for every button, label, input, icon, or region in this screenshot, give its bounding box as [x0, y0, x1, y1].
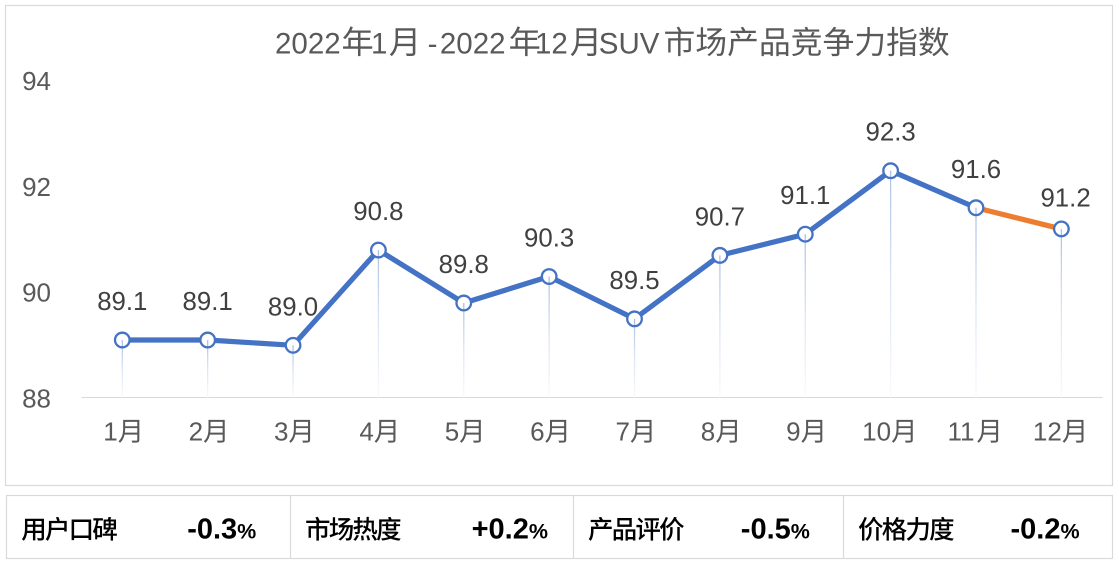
- svg-text:5: 5: [445, 417, 459, 447]
- svg-text:%: %: [237, 520, 256, 544]
- svg-text:-0.5: -0.5: [741, 514, 791, 546]
- svg-text:92.3: 92.3: [866, 119, 916, 147]
- svg-text:10: 10: [862, 417, 891, 447]
- svg-text:94: 94: [22, 66, 51, 96]
- svg-text:12: 12: [1033, 417, 1062, 447]
- svg-text:7: 7: [615, 417, 629, 447]
- svg-text:90.8: 90.8: [353, 198, 403, 226]
- svg-text:+0.2: +0.2: [472, 514, 529, 546]
- svg-text:90.7: 90.7: [695, 203, 745, 231]
- svg-text:89.8: 89.8: [439, 251, 489, 279]
- svg-text:91.2: 91.2: [1040, 185, 1090, 213]
- svg-text:8: 8: [701, 417, 715, 447]
- svg-text:-: -: [428, 28, 438, 61]
- svg-text:89.1: 89.1: [183, 288, 233, 316]
- svg-text:88: 88: [22, 384, 51, 414]
- svg-text:%: %: [1060, 520, 1079, 544]
- svg-text:92: 92: [22, 172, 51, 202]
- svg-text:91.1: 91.1: [780, 182, 830, 210]
- svg-text:%: %: [529, 520, 548, 544]
- svg-text:89.5: 89.5: [609, 267, 659, 295]
- svg-text:4: 4: [359, 417, 373, 447]
- svg-text:12: 12: [535, 28, 568, 61]
- svg-text:-0.2: -0.2: [1011, 514, 1061, 546]
- svg-text:2: 2: [189, 417, 203, 447]
- svg-text:-0.3: -0.3: [187, 514, 237, 546]
- svg-text:%: %: [791, 520, 810, 544]
- svg-text:90: 90: [22, 278, 51, 308]
- svg-text:2022: 2022: [275, 28, 341, 61]
- svg-text:SUV: SUV: [599, 28, 660, 61]
- svg-text:11: 11: [948, 417, 975, 447]
- svg-text:89.0: 89.0: [268, 293, 318, 321]
- svg-text:9: 9: [786, 417, 800, 447]
- svg-text:6: 6: [530, 417, 544, 447]
- svg-text:2022: 2022: [440, 28, 506, 61]
- svg-text:90.3: 90.3: [524, 225, 574, 253]
- svg-text:1: 1: [103, 417, 117, 447]
- svg-text:91.6: 91.6: [951, 156, 1001, 184]
- svg-text:89.1: 89.1: [97, 288, 147, 316]
- svg-text:1: 1: [371, 28, 387, 61]
- svg-text:3: 3: [274, 417, 288, 447]
